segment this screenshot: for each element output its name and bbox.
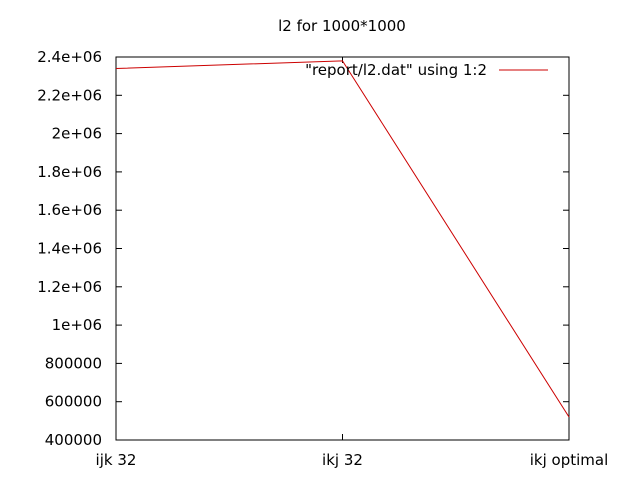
y-tick-label: 800000 [45,354,102,372]
legend: "report/l2.dat" using 1:2 [305,61,548,79]
y-tick-label: 600000 [45,393,102,411]
x-tick-label: ikj optimal [530,451,609,469]
y-tick-label: 1.6e+06 [37,201,102,219]
legend-label: "report/l2.dat" using 1:2 [305,61,487,79]
y-tick-label: 1.8e+06 [37,163,102,181]
axis-ticks [115,56,570,441]
y-tick-label: 1.4e+06 [37,240,102,258]
series-group [115,60,570,418]
chart-title: l2 for 1000*1000 [278,17,406,35]
x-tick-label: ikj 32 [322,451,363,469]
y-tick-label: 1e+06 [52,316,102,334]
y-tick-label: 400000 [45,431,102,449]
x-tick-label: ijk 32 [96,451,137,469]
x-axis-labels: ijk 32 ikj 32 ikj optimal [96,451,609,469]
y-tick-label: 2.2e+06 [37,86,102,104]
plot-frame [115,56,570,441]
y-tick-label: 2e+06 [52,125,102,143]
series-line [115,60,570,418]
y-tick-label: 2.4e+06 [37,48,102,66]
y-axis-labels: 400000 600000 800000 1e+06 1.2e+06 1.4e+06 1.6… [37,48,102,449]
y-tick-label: 1.2e+06 [37,278,102,296]
